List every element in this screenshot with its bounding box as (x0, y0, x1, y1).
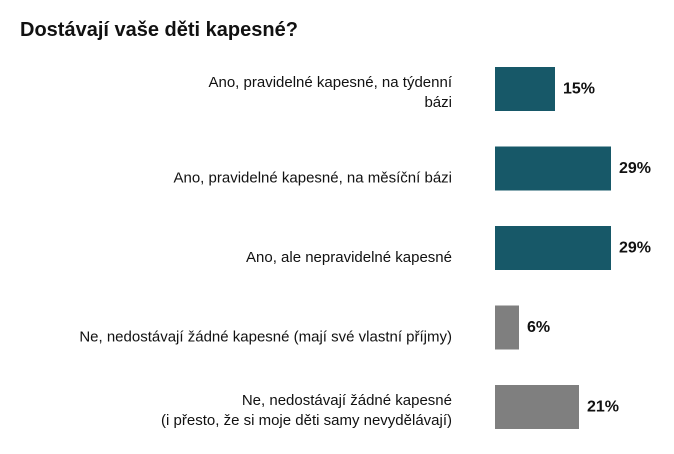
chart-title: Dostávají vaše děti kapesné? (20, 19, 298, 41)
bar-5 (495, 385, 579, 429)
category-label-5-line-2: (i přesto, že si moje děti samy nevydělá… (161, 412, 452, 429)
bar-2 (495, 146, 611, 191)
value-label-4: 6% (527, 319, 550, 336)
value-label-1: 15% (563, 81, 595, 98)
category-label-3-line-1: Ano, ale nepravidelné kapesné (246, 249, 452, 266)
bars-group: 15% Ano, pravidelné kapesné, na týdenní bá… (79, 67, 651, 429)
value-label-3: 29% (619, 240, 651, 257)
category-label-5-line-1: Ne, nedostávají žádné kapesné (242, 392, 452, 409)
category-label-1-line-1: Ano, pravidelné kapesné, na týdenní (208, 74, 452, 91)
bar-1 (495, 67, 555, 111)
value-label-2: 29% (619, 160, 651, 177)
category-label-2-line-1: Ano, pravidelné kapesné, na měsíční bázi (173, 170, 452, 187)
category-label-1-line-2: bázi (424, 94, 452, 111)
category-label-4-line-1: Ne, nedostávají žádné kapesné (mají své … (79, 329, 452, 346)
value-label-5: 21% (587, 399, 619, 416)
bar-3 (495, 226, 611, 270)
bar-4 (495, 305, 519, 350)
